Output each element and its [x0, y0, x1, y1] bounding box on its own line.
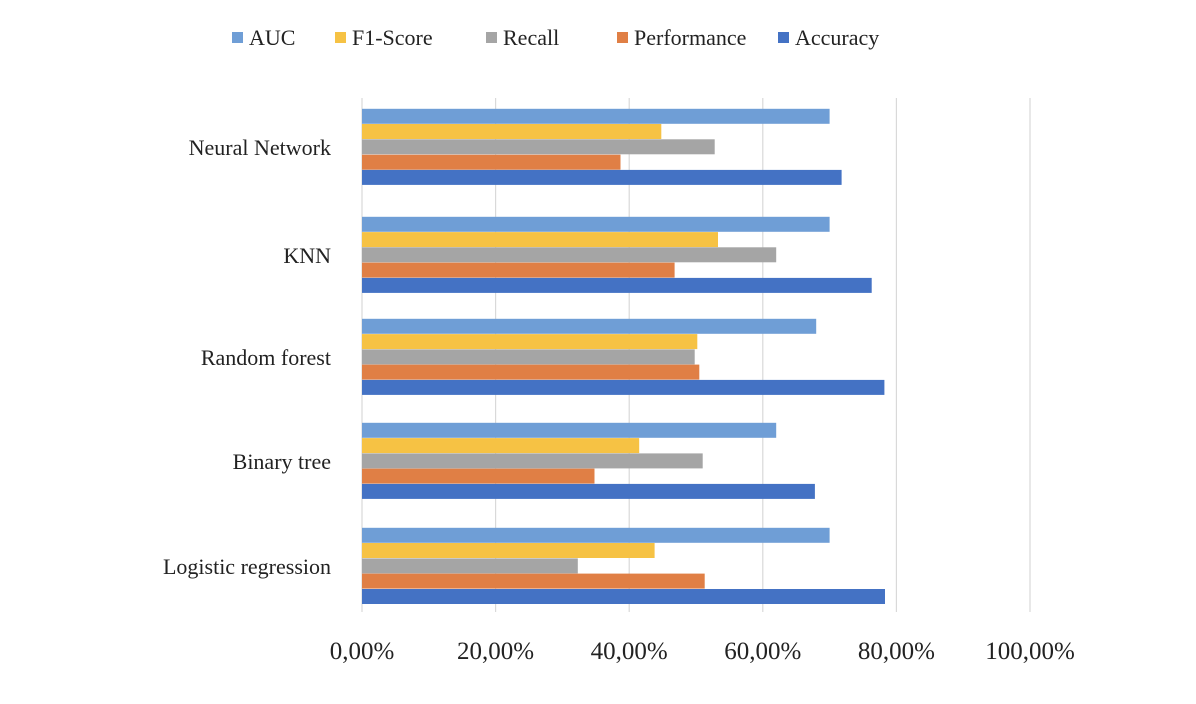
bar-logistic-regression-recall: [362, 558, 578, 574]
bar-neural-network-performance: [362, 154, 621, 170]
category-labels: Neural Network KNN Random forest Binary tre…: [163, 135, 331, 579]
bar-logistic-regression-accuracy: [362, 589, 885, 604]
bar-logistic-regression-performance: [362, 573, 705, 589]
bar-neural-network-auc: [362, 108, 830, 124]
x-tick-label-0: 0,00%: [330, 638, 395, 665]
bar-binary-tree-f1-score: [362, 438, 640, 454]
legend-swatch-auc: [232, 32, 243, 43]
x-tick-label-1: 20,00%: [457, 638, 534, 665]
bar-neural-network-accuracy: [362, 169, 842, 185]
legend-label-auc: AUC: [249, 25, 295, 50]
x-tick-label-5: 100,00%: [985, 638, 1075, 665]
bar-neural-network-f1-score: [362, 124, 662, 139]
bar-logistic-regression-auc: [362, 527, 830, 543]
category-label-binary-tree: Binary tree: [233, 449, 331, 474]
bar-random-forest-recall: [362, 349, 695, 365]
legend-swatch-performance: [617, 32, 628, 43]
category-label-knn: KNN: [283, 243, 331, 268]
bar-binary-tree-performance: [362, 468, 595, 484]
bar-random-forest-auc: [362, 318, 817, 334]
legend-swatch-f1-score: [335, 32, 346, 43]
legend-swatch-recall: [486, 32, 497, 43]
bar-knn-recall: [362, 247, 777, 263]
legend-swatch-accuracy: [778, 32, 789, 43]
legend-label-performance: Performance: [634, 25, 746, 50]
bar-knn-f1-score: [362, 232, 718, 248]
category-label-logistic-regression: Logistic regression: [163, 554, 331, 579]
bar-neural-network-recall: [362, 139, 715, 155]
x-tick-label-4: 80,00%: [858, 638, 935, 665]
bar-knn-auc: [362, 216, 830, 232]
bar-knn-performance: [362, 262, 675, 278]
legend-label-accuracy: Accuracy: [795, 25, 879, 50]
x-tick-label-3: 60,00%: [724, 638, 801, 665]
bar-binary-tree-accuracy: [362, 483, 815, 499]
bar-binary-tree-auc: [362, 422, 777, 438]
bar-binary-tree-recall: [362, 453, 703, 469]
bar-random-forest-f1-score: [362, 334, 698, 350]
bar-random-forest-performance: [362, 364, 700, 380]
x-tick-label-2: 40,00%: [591, 638, 668, 665]
category-label-neural-network: Neural Network: [189, 135, 331, 160]
legend-label-recall: Recall: [503, 25, 559, 50]
x-tick-labels: 0,00% 20,00% 40,00% 60,00% 80,00% 100,00%: [330, 638, 1075, 665]
legend-label-f1-score: F1-Score: [352, 25, 433, 50]
bar-logistic-regression-f1-score: [362, 543, 655, 558]
bar-knn-accuracy: [362, 277, 872, 293]
bar-random-forest-accuracy: [362, 379, 885, 395]
category-label-random-forest: Random forest: [201, 345, 331, 370]
legend: AUC F1-Score Recall Performance Accuracy: [232, 25, 879, 50]
bars: [362, 108, 885, 604]
